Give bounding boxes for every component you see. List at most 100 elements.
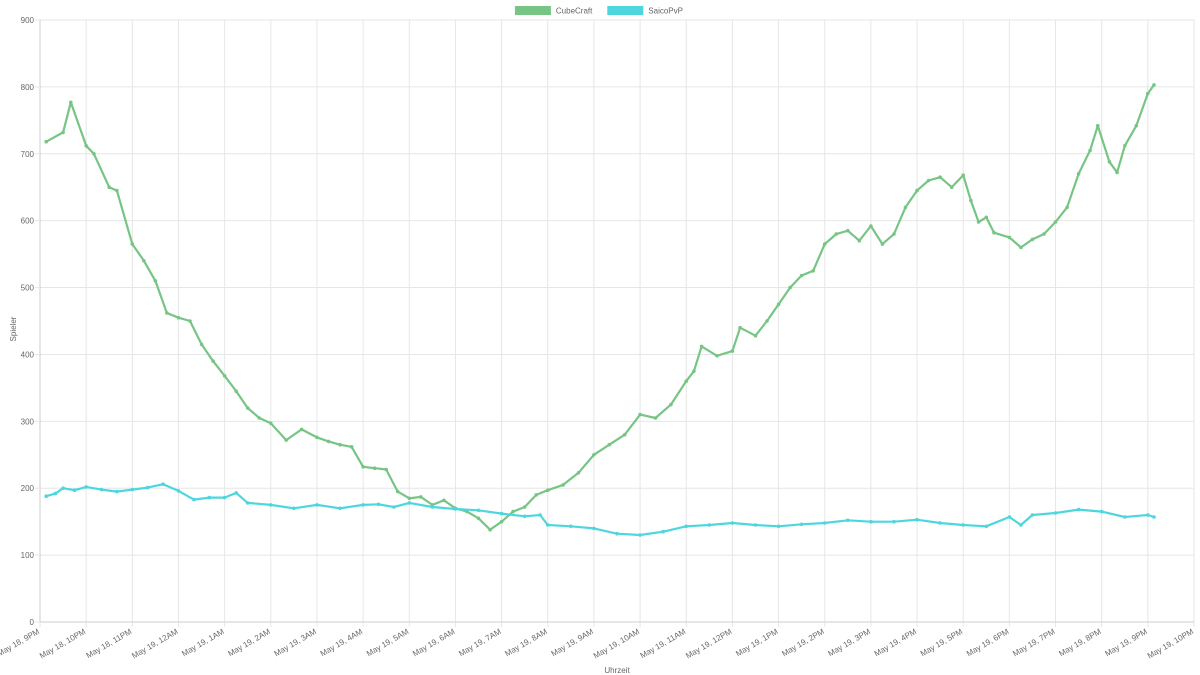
data-point[interactable]	[1123, 144, 1127, 148]
data-point[interactable]	[476, 516, 481, 521]
data-point[interactable]	[84, 144, 88, 148]
legend[interactable]: CubeCraft SaicoPvP	[514, 6, 683, 16]
data-point[interactable]	[522, 514, 527, 519]
data-point[interactable]	[857, 238, 862, 243]
data-point[interactable]	[488, 527, 492, 532]
data-point[interactable]	[1096, 123, 1100, 128]
data-point[interactable]	[869, 519, 873, 524]
data-point[interactable]	[1065, 205, 1069, 210]
data-point[interactable]	[476, 508, 481, 513]
data-point[interactable]	[53, 491, 58, 496]
data-point[interactable]	[938, 175, 942, 179]
data-point[interactable]	[1042, 232, 1046, 236]
data-point[interactable]	[1053, 220, 1058, 224]
data-point[interactable]	[730, 521, 735, 525]
data-point[interactable]	[192, 497, 196, 502]
data-point[interactable]	[992, 230, 996, 235]
data-point[interactable]	[949, 185, 954, 189]
data-point[interactable]	[1030, 513, 1035, 517]
data-point[interactable]	[715, 354, 719, 358]
data-point[interactable]	[615, 531, 619, 536]
data-point[interactable]	[245, 501, 250, 505]
data-point[interactable]	[915, 517, 919, 522]
data-point[interactable]	[1152, 515, 1156, 519]
data-point[interactable]	[1088, 148, 1092, 153]
data-point[interactable]	[499, 519, 504, 524]
data-point[interactable]	[107, 185, 111, 189]
data-point[interactable]	[299, 427, 304, 432]
data-point[interactable]	[384, 467, 389, 472]
data-point[interactable]	[661, 529, 665, 534]
data-point[interactable]	[61, 486, 65, 491]
data-point[interactable]	[269, 421, 273, 426]
data-point[interactable]	[669, 402, 673, 407]
data-point[interactable]	[234, 389, 238, 394]
data-point[interactable]	[799, 522, 804, 527]
data-point[interactable]	[776, 524, 781, 529]
data-point[interactable]	[211, 359, 215, 363]
data-point[interactable]	[692, 369, 696, 374]
data-point[interactable]	[892, 519, 896, 524]
data-point[interactable]	[788, 285, 792, 290]
data-point[interactable]	[130, 242, 135, 246]
data-point[interactable]	[765, 319, 769, 323]
data-point[interactable]	[234, 491, 238, 495]
data-point[interactable]	[846, 228, 850, 233]
data-point[interactable]	[1146, 513, 1150, 517]
data-point[interactable]	[176, 315, 181, 320]
data-point[interactable]	[576, 471, 581, 475]
data-point[interactable]	[1099, 509, 1104, 514]
data-point[interactable]	[811, 269, 815, 273]
legend-item-saicopvp[interactable]: SaicoPvP	[607, 6, 683, 16]
data-point[interactable]	[592, 453, 596, 457]
data-point[interactable]	[730, 349, 735, 353]
data-point[interactable]	[376, 502, 381, 507]
data-point[interactable]	[338, 442, 342, 447]
data-point[interactable]	[395, 489, 400, 494]
data-point[interactable]	[538, 513, 542, 517]
data-point[interactable]	[684, 379, 688, 384]
data-point[interactable]	[984, 215, 989, 220]
data-point[interactable]	[130, 487, 135, 492]
data-point[interactable]	[1076, 507, 1081, 512]
data-point[interactable]	[207, 495, 212, 500]
data-point[interactable]	[338, 506, 342, 511]
data-point[interactable]	[499, 511, 504, 516]
data-point[interactable]	[315, 435, 319, 440]
data-point[interactable]	[738, 325, 742, 330]
data-point[interactable]	[245, 406, 250, 410]
data-point[interactable]	[407, 501, 412, 505]
data-point[interactable]	[938, 521, 942, 525]
data-point[interactable]	[1019, 523, 1023, 527]
data-point[interactable]	[199, 342, 204, 347]
data-point[interactable]	[869, 224, 873, 228]
data-point[interactable]	[1134, 123, 1139, 128]
data-point[interactable]	[44, 139, 48, 144]
data-point[interactable]	[419, 495, 423, 499]
data-point[interactable]	[903, 205, 908, 210]
data-point[interactable]	[799, 273, 804, 278]
data-point[interactable]	[92, 152, 96, 156]
data-point[interactable]	[349, 445, 354, 449]
data-point[interactable]	[61, 130, 65, 135]
data-point[interactable]	[1115, 170, 1119, 175]
data-point[interactable]	[442, 498, 446, 503]
data-point[interactable]	[969, 198, 973, 203]
data-point[interactable]	[961, 173, 965, 177]
data-point[interactable]	[1019, 245, 1023, 250]
data-point[interactable]	[880, 242, 885, 246]
data-point[interactable]	[961, 523, 965, 527]
data-point[interactable]	[69, 100, 73, 105]
data-point[interactable]	[1007, 235, 1012, 240]
data-point[interactable]	[153, 279, 158, 283]
data-point[interactable]	[99, 487, 104, 492]
data-point[interactable]	[984, 524, 989, 529]
data-point[interactable]	[892, 232, 896, 236]
data-point[interactable]	[638, 412, 642, 417]
data-point[interactable]	[1146, 91, 1150, 96]
data-point[interactable]	[822, 242, 827, 246]
data-point[interactable]	[361, 503, 365, 507]
data-point[interactable]	[269, 503, 273, 507]
legend-item-cubecraft[interactable]: CubeCraft	[514, 6, 593, 16]
data-point[interactable]	[44, 494, 48, 499]
